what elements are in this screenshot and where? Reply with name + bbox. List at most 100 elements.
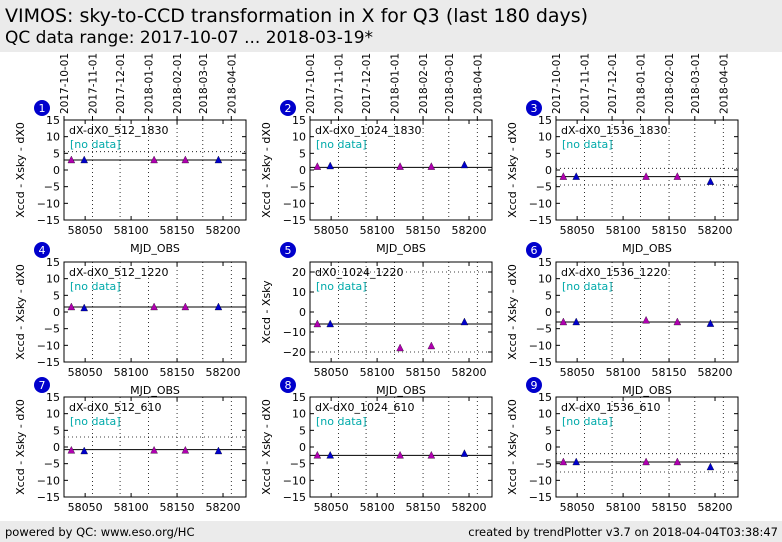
date-tick-label: 2018-04-01 [718,53,730,114]
x-tick-label: 58100 [114,501,149,514]
panel-label: dX-dX0_1536_1830 [561,124,667,137]
x-tick-label: 58200 [206,501,241,514]
y-tick-label: −5 [536,458,552,471]
date-tick-label: 2018-01-01 [390,53,402,114]
x-tick-label: 58150 [406,366,441,379]
page-title: VIMOS: sky-to-CCD transformation in X fo… [5,5,589,27]
date-tick-label: 2017-12-01 [361,53,373,114]
date-tick-label: 2018-01-01 [144,53,156,114]
y-tick-label: −10 [529,474,552,487]
y-tick-label: 0 [53,441,60,454]
x-tick-label: 58100 [606,501,641,514]
y-tick-label: −15 [283,214,306,227]
panel-number: 7 [39,379,46,392]
plot-frame [63,261,247,363]
x-tick-label: 58150 [160,366,195,379]
x-tick-label: 58200 [452,366,487,379]
x-tick-label: 58200 [698,501,733,514]
x-tick-label: 58100 [606,224,641,237]
data-point [181,302,190,311]
x-tick-label: 58200 [206,366,241,379]
data-point [572,317,580,326]
y-tick-label: −5 [290,181,306,194]
y-tick-label: 0 [53,164,60,177]
y-tick-label: 15 [46,114,60,127]
date-tick-label: 2018-02-01 [172,53,184,114]
x-tick-label: 58100 [360,366,395,379]
date-tick-label: 2017-11-01 [87,53,99,114]
data-point [673,172,682,180]
plot-frame [555,261,739,363]
no-data-label: [no data] [562,280,613,293]
panel-label: dX-dX0_1024_1830 [315,124,421,137]
y-axis-label: Xccd - Xsky - dX0 [14,399,27,495]
date-tick-label: 2018-03-01 [690,53,702,114]
no-data-label: [no data] [562,138,613,151]
data-point [460,317,469,326]
y-tick-label: −10 [283,474,306,487]
panel-number-badge [34,100,50,116]
x-tick-label: 58100 [360,224,395,237]
panel-number-badge [34,377,50,393]
data-point [150,155,158,164]
y-tick-label: 5 [53,147,60,160]
plot-frame [555,119,739,221]
panel-label: dX-dX0_1536_1220 [561,266,667,279]
data-point [150,445,158,454]
x-tick-label: 58100 [114,224,149,237]
y-tick-label: 15 [538,391,552,404]
data-point [427,162,436,170]
data-point [80,303,88,312]
plot-frame [309,396,493,498]
data-point [214,446,223,455]
data-point [706,319,715,327]
y-tick-label: 5 [299,424,306,437]
x-tick-label: 58150 [406,501,441,514]
x-tick-label: 58200 [206,224,241,237]
data-point [572,457,580,466]
x-tick-label: 58100 [360,501,395,514]
data-point [80,446,88,455]
no-data-label: [no data] [316,415,367,428]
x-tick-label: 58150 [406,224,441,237]
x-tick-label: 58100 [606,366,641,379]
y-tick-label: 0 [545,164,552,177]
y-tick-label: −15 [529,214,552,227]
date-tick-label: 2017-10-01 [551,53,563,114]
date-tick-label: 2017-11-01 [333,53,345,114]
date-tick-label: 2018-04-01 [472,53,484,114]
y-tick-label: 0 [545,441,552,454]
date-tick-label: 2017-12-01 [115,53,127,114]
x-tick-label: 58200 [698,366,733,379]
y-axis-label: Xccd - Xsky [260,280,273,344]
panel-label: dX-dX0_1536_610 [561,401,660,414]
panel-number-badge [34,242,50,258]
y-axis-label: Xccd - Xsky - dX0 [260,122,273,218]
panel-number: 6 [531,244,538,257]
date-tick-label: 2017-11-01 [579,53,591,114]
data-point [181,155,190,164]
date-tick-label: 2018-02-01 [664,53,676,114]
x-tick-label: 58050 [68,366,103,379]
data-point [559,317,568,326]
no-data-label: [no data] [70,280,121,293]
x-tick-label: 58050 [68,501,103,514]
footer-powered-by: powered by QC: www.eso.org/HC [5,525,195,539]
x-tick-label: 58200 [452,224,487,237]
y-axis-label: Xccd - Xsky - dX0 [506,399,519,495]
y-tick-label: −15 [37,214,60,227]
data-point [326,319,334,328]
plot-frame [309,119,493,221]
y-tick-label: −15 [529,356,552,369]
x-axis-label: MJD_OBS [376,384,426,397]
plot-frame [309,261,493,363]
data-point [313,162,322,170]
data-point [427,341,436,350]
x-tick-label: 58050 [560,224,595,237]
data-point [642,315,650,324]
no-data-label: [no data] [562,415,613,428]
data-point [326,161,334,170]
y-tick-label: 5 [545,424,552,437]
y-tick-label: −15 [37,356,60,369]
